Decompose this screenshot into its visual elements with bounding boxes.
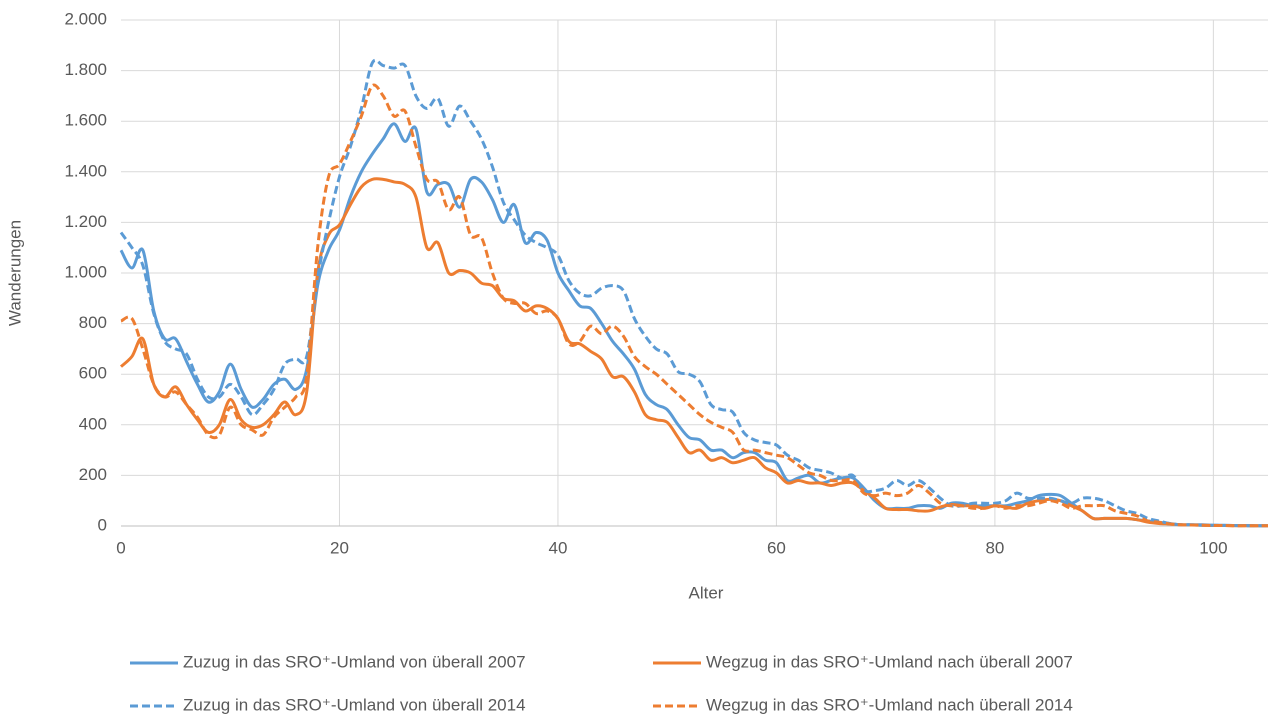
y-tick-label: 200: [79, 465, 107, 484]
legend-label: Zuzug in das SRO⁺-Umland von überall 200…: [183, 652, 526, 671]
x-tick-label: 40: [548, 538, 567, 557]
y-tick-label: 400: [79, 414, 107, 433]
series-line: [119, 58, 1268, 528]
x-tick-label: 0: [116, 538, 125, 557]
x-tick-label: 100: [1199, 538, 1227, 557]
y-axis-label: Wanderungen: [5, 220, 24, 326]
y-tick-label: 1.200: [64, 212, 107, 231]
legend-label: Zuzug in das SRO⁺-Umland von überall 201…: [183, 695, 526, 714]
y-tick-label: 1.600: [64, 111, 107, 130]
y-tick-label: 1.400: [64, 161, 107, 180]
legend-label: Wegzug in das SRO⁺-Umland nach überall 2…: [706, 695, 1073, 714]
y-tick-label: 1.800: [64, 60, 107, 79]
x-axis-label: Alter: [689, 583, 724, 602]
legend-label: Wegzug in das SRO⁺-Umland nach überall 2…: [706, 652, 1073, 671]
y-tick-label: 2.000: [64, 9, 107, 28]
x-tick-label: 60: [767, 538, 786, 557]
y-tick-label: 800: [79, 313, 107, 332]
y-tick-label: 600: [79, 364, 107, 383]
y-tick-label: 1.000: [64, 262, 107, 281]
x-tick-label: 80: [985, 538, 1004, 557]
series-line: [119, 177, 1268, 528]
y-tick-label: 0: [98, 515, 107, 534]
x-tick-label: 20: [330, 538, 349, 557]
series-line: [120, 83, 1268, 528]
series-line: [119, 122, 1269, 528]
